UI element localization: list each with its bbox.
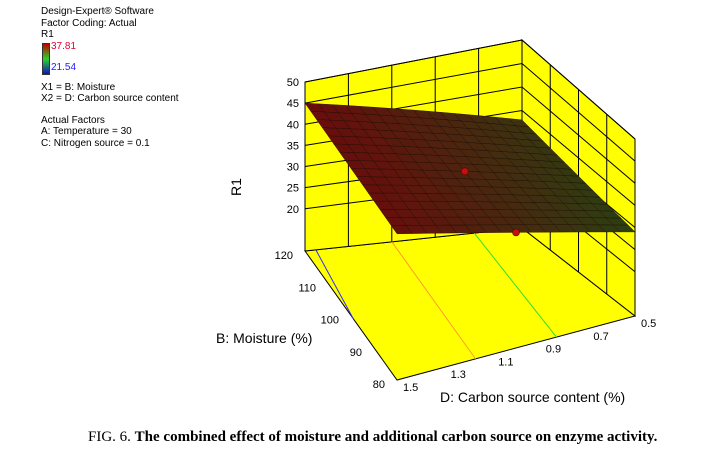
- z-tick-label: 50: [287, 77, 299, 89]
- z-tick-label: 25: [287, 183, 299, 195]
- y-axis-title: D: Carbon source content (%): [440, 389, 625, 405]
- response-label: R1: [41, 29, 54, 40]
- z-tick-label: 30: [287, 162, 299, 174]
- legend-high: 37.81: [51, 40, 77, 52]
- color-legend: 37.81 21.54: [41, 40, 179, 76]
- floor-contour-blue: [315, 249, 354, 319]
- design-point: [460, 167, 469, 176]
- z-tick-label: 20: [287, 204, 299, 216]
- x1-label: X1 = B: Moisture: [41, 81, 116, 93]
- carbon-tick-label: 0.9: [546, 344, 561, 356]
- carbon-tick-label: 1.5: [403, 382, 418, 394]
- moisture-tick-label: 100: [321, 315, 339, 327]
- z-tick-label: 40: [287, 119, 299, 131]
- z-tick-label: 45: [287, 98, 299, 110]
- surface-cell: [304, 102, 325, 113]
- plot-info-panel: Design-Expert® Software Factor Coding: A…: [41, 6, 179, 149]
- legend-low: 21.54: [51, 61, 77, 73]
- surface-plot: 20 25 30 35 40 45 50 80 90 100 110 120 1.5 1.3 1.1 0.9 0…: [216, 38, 656, 405]
- figure-caption: FIG. 6. The combined effect of moisture …: [88, 429, 657, 446]
- carbon-tick-label: 1.1: [498, 356, 513, 368]
- moisture-tick-label: 110: [298, 282, 316, 294]
- factor-c-label: C: Nitrogen source = 0.1: [41, 137, 150, 149]
- factor-a-label: A: Temperature = 30: [41, 126, 132, 137]
- actual-factors-label: Actual Factors: [41, 114, 105, 126]
- caption-label: FIG. 6.: [88, 429, 131, 445]
- color-scale-bar: [42, 42, 50, 75]
- caption-text: The combined effect of moisture and addi…: [134, 429, 658, 445]
- design-point: [512, 228, 520, 237]
- moisture-tick-label: 80: [373, 379, 385, 391]
- z-axis-title: R1: [228, 178, 244, 196]
- x-axis-title: B: Moisture (%): [216, 330, 312, 346]
- x2-label: X2 = D: Carbon source content: [41, 93, 179, 104]
- carbon-tick-label: 0.5: [641, 318, 656, 330]
- moisture-tick-label: 120: [275, 250, 293, 262]
- carbon-tick-label: 1.3: [451, 369, 466, 381]
- software-label: Design-Expert® Software: [41, 6, 154, 17]
- coding-label: Factor Coding: Actual: [41, 17, 137, 29]
- floor-contour-green: [473, 232, 557, 338]
- z-tick-label: 35: [287, 140, 299, 152]
- moisture-tick-label: 90: [350, 347, 362, 359]
- floor-contour-orange: [391, 241, 476, 360]
- carbon-tick-label: 0.7: [593, 331, 608, 343]
